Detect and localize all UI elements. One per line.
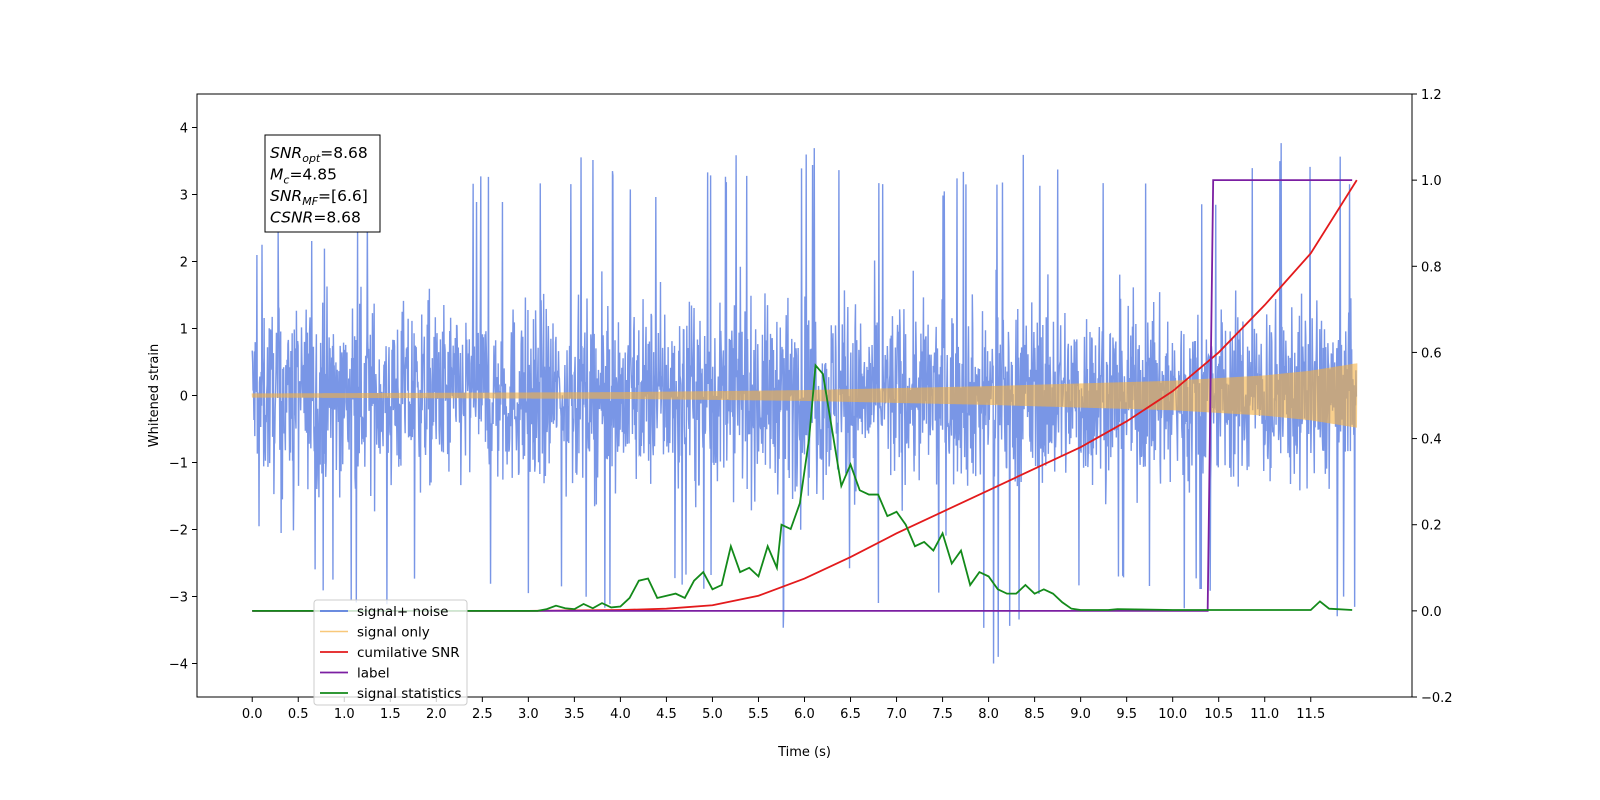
x-tick-label: 4.0: [610, 707, 631, 722]
x-tick-label: 2.0: [426, 707, 447, 722]
info-subscript: MF: [302, 195, 318, 208]
info-line: Mc=4.85: [270, 166, 337, 187]
y2-tick-label: 0.0: [1421, 605, 1442, 620]
x-tick-label: 7.0: [886, 707, 907, 722]
y-tick-label: 1: [180, 323, 188, 338]
plot-area: [251, 143, 1358, 664]
info-value: =4.85: [289, 166, 337, 184]
info-value: =[6.6]: [318, 187, 368, 205]
y2-tick-label: 0.8: [1421, 260, 1442, 275]
info-line: CSNR=8.68: [270, 209, 361, 227]
x-tick-label: 6.0: [794, 707, 815, 722]
y-tick-label: 0: [180, 390, 188, 405]
y-tick-label: −3: [169, 591, 188, 606]
y-tick-label: 2: [180, 256, 188, 271]
y-axis-label: Whitened strain: [147, 344, 162, 447]
series-signal-only-line: [251, 363, 1358, 428]
x-tick-label: 4.5: [656, 707, 677, 722]
x-tick-label: 10.0: [1158, 707, 1187, 722]
info-line: SNRMF=[6.6]: [270, 187, 368, 208]
x-tick-label: 3.5: [564, 707, 585, 722]
info-line: SNRopt=8.68: [270, 144, 368, 165]
info-symbol: SNR: [270, 187, 302, 205]
y-tick-label: −1: [169, 457, 188, 472]
y2-tick-label: 0.6: [1421, 346, 1442, 361]
legend: signal+ noise signal only cumilative SNR la…: [313, 599, 468, 706]
legend-frame: [313, 599, 468, 706]
x-tick-label: 11.0: [1250, 707, 1279, 722]
info-box-frame: [264, 134, 381, 233]
info-symbol: CSNR: [270, 209, 313, 227]
legend-label: cumilative SNR: [357, 645, 460, 661]
x-tick-label: 1.0: [334, 707, 355, 722]
legend-label: signal only: [357, 625, 430, 641]
x-axis-label: Time (s): [777, 745, 831, 760]
info-subscript: opt: [302, 152, 321, 165]
series-signal-statistics-line: [252, 363, 1353, 612]
y2-tick-label: −0.2: [1421, 691, 1453, 706]
axes: 0.0 0.5 1.0 1.5 2.0 2.5 3.0 3.5 4.0 4.5 5.0 5.5 6.0 6…: [147, 88, 1453, 760]
y2-tick-label: 0.4: [1421, 433, 1442, 448]
y2-tick-label: 1.0: [1421, 174, 1442, 189]
y2-tick-label: 1.2: [1421, 88, 1442, 103]
y-tick-label: −4: [169, 658, 188, 673]
y-tick-label: −2: [169, 524, 188, 539]
legend-label: signal+ noise: [357, 604, 448, 620]
x-tick-label: 5.5: [748, 707, 769, 722]
series-cumilative-snr-line: [252, 179, 1358, 612]
x-tick-label: 2.5: [472, 707, 493, 722]
y-tick-label: 3: [180, 189, 188, 204]
x-tick-label: 5.0: [702, 707, 723, 722]
x-tick-label: 1.5: [380, 707, 401, 722]
legend-label: signal statistics: [357, 686, 461, 702]
info-symbol: SNR: [270, 144, 302, 162]
series-label-line: [252, 179, 1353, 612]
x-tick-label: 3.0: [518, 707, 539, 722]
x-tick-label: 6.5: [840, 707, 861, 722]
x-tick-label: 0.0: [242, 707, 263, 722]
legend-label: label: [357, 666, 390, 682]
x-tick-label: 11.5: [1296, 707, 1325, 722]
info-value: =8.68: [320, 144, 368, 162]
x-tick-label: 0.5: [288, 707, 309, 722]
y2-tick-label: 0.2: [1421, 519, 1442, 534]
x-tick-label: 10.5: [1204, 707, 1233, 722]
info-symbol: M: [270, 166, 283, 184]
x-tick-label: 9.5: [1116, 707, 1137, 722]
info-value: =8.68: [313, 209, 361, 227]
x-tick-label: 9.0: [1070, 707, 1091, 722]
y-tick-label: 4: [180, 122, 188, 137]
info-subscript: c: [283, 174, 289, 187]
x-tick-label: 8.5: [1024, 707, 1045, 722]
x-tick-label: 7.5: [932, 707, 953, 722]
x-tick-label: 8.0: [978, 707, 999, 722]
